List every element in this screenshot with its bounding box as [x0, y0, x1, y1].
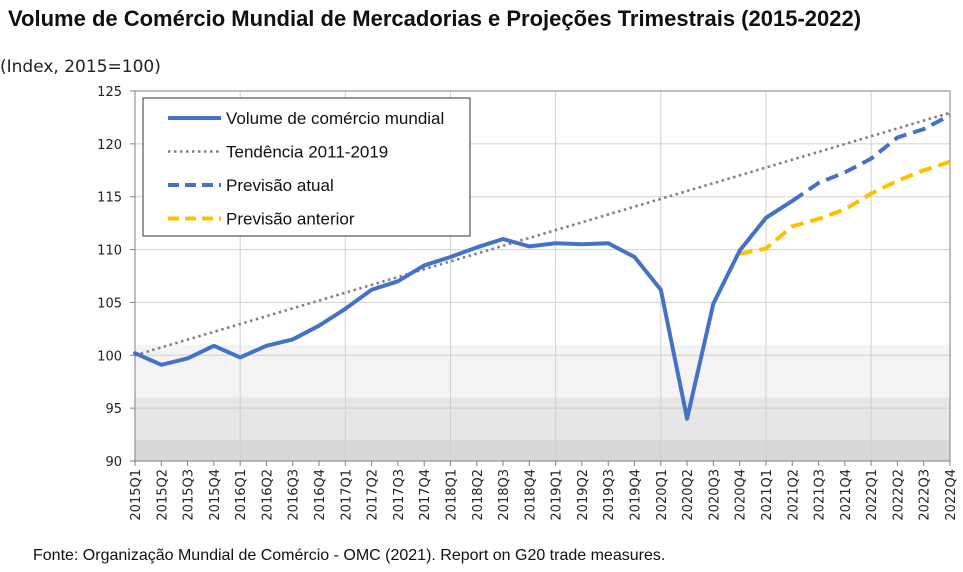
x-tick-label: 2020Q1 — [655, 469, 670, 521]
x-tick-label: 2015Q2 — [155, 469, 170, 521]
x-tick-label: 2017Q3 — [392, 469, 407, 521]
x-tick-label: 2018Q3 — [497, 469, 512, 521]
x-tick-label: 2018Q1 — [444, 469, 459, 521]
band-dark — [135, 439, 950, 461]
y-tick-label: 95 — [105, 402, 122, 417]
x-tick-label: 2021Q2 — [786, 469, 801, 521]
series-line-1 — [134, 111, 951, 357]
x-tick-label: 2021Q1 — [760, 469, 775, 521]
x-tick-label: 2015Q3 — [182, 469, 197, 521]
x-tick-label: 2015Q4 — [208, 469, 223, 521]
x-tick-label: 2020Q3 — [707, 469, 722, 521]
x-tick-label: 2022Q4 — [944, 469, 959, 521]
series-line-2 — [791, 113, 951, 203]
y-tick-label: 125 — [97, 85, 122, 100]
band-mid — [135, 397, 950, 440]
x-tick-label: 2016Q2 — [260, 469, 275, 521]
plot-frame — [134, 90, 951, 462]
y-tick-label: 100 — [97, 349, 122, 364]
x-tick-label: 2022Q2 — [891, 469, 906, 521]
x-axis-ticks: 2015Q1 2015Q2 2015Q3 2015Q4 2016Q1 2016Q2 2016… — [129, 461, 959, 521]
y-tick-label: 105 — [97, 296, 122, 311]
x-tick-label: 2017Q1 — [339, 469, 354, 521]
y-axis-ticks: 90 95 100 105 110 115 120 125 — [97, 85, 135, 470]
series-line-0 — [133, 198, 795, 421]
x-tick-label: 2021Q4 — [839, 469, 854, 521]
y-tick-label: 90 — [105, 455, 122, 470]
source-note: Fonte: Organização Mundial de Comércio -… — [33, 547, 666, 564]
legend-label: Previsão anterior — [226, 210, 355, 229]
x-tick-label: 2016Q1 — [234, 469, 249, 521]
x-tick-label: 2019Q2 — [576, 469, 591, 521]
x-tick-label: 2018Q2 — [471, 469, 486, 521]
y-tick-label: 120 — [97, 138, 122, 153]
y-tick-label: 115 — [97, 191, 122, 206]
x-tick-label: 2017Q2 — [366, 469, 381, 521]
chart-subtitle: (Index, 2015=100) — [0, 57, 161, 77]
y-tick-label: 110 — [97, 244, 122, 259]
legend-box — [142, 97, 471, 237]
legend-label: Volume de comércio mundial — [226, 109, 444, 128]
x-tick-label: 2020Q2 — [681, 469, 696, 521]
axes — [134, 90, 951, 462]
legend: Volume de comércio mundial Tendência 2011… — [142, 97, 471, 237]
background-bands — [135, 344, 950, 461]
legend-label: Previsão atual — [226, 176, 334, 195]
x-tick-label: 2022Q3 — [918, 469, 933, 521]
legend-label: Tendência 2011-2019 — [226, 143, 388, 162]
x-tick-label: 2019Q4 — [629, 469, 644, 521]
chart-title: Volume de Comércio Mundial de Mercadoria… — [8, 6, 862, 31]
band-light — [135, 344, 950, 398]
x-tick-label: 2016Q4 — [313, 469, 328, 521]
x-tick-label: 2019Q1 — [550, 469, 565, 521]
x-tick-label: 2015Q1 — [129, 469, 144, 521]
x-tick-label: 2021Q3 — [813, 469, 828, 521]
x-tick-label: 2019Q3 — [602, 469, 617, 521]
series-line-3 — [739, 159, 951, 256]
x-tick-label: 2016Q3 — [287, 469, 302, 521]
x-tick-label: 2017Q4 — [418, 469, 433, 521]
x-tick-label: 2022Q1 — [865, 469, 880, 521]
x-tick-label: 2018Q4 — [523, 469, 538, 521]
series-lines — [133, 111, 951, 421]
x-tick-label: 2020Q4 — [734, 469, 749, 521]
